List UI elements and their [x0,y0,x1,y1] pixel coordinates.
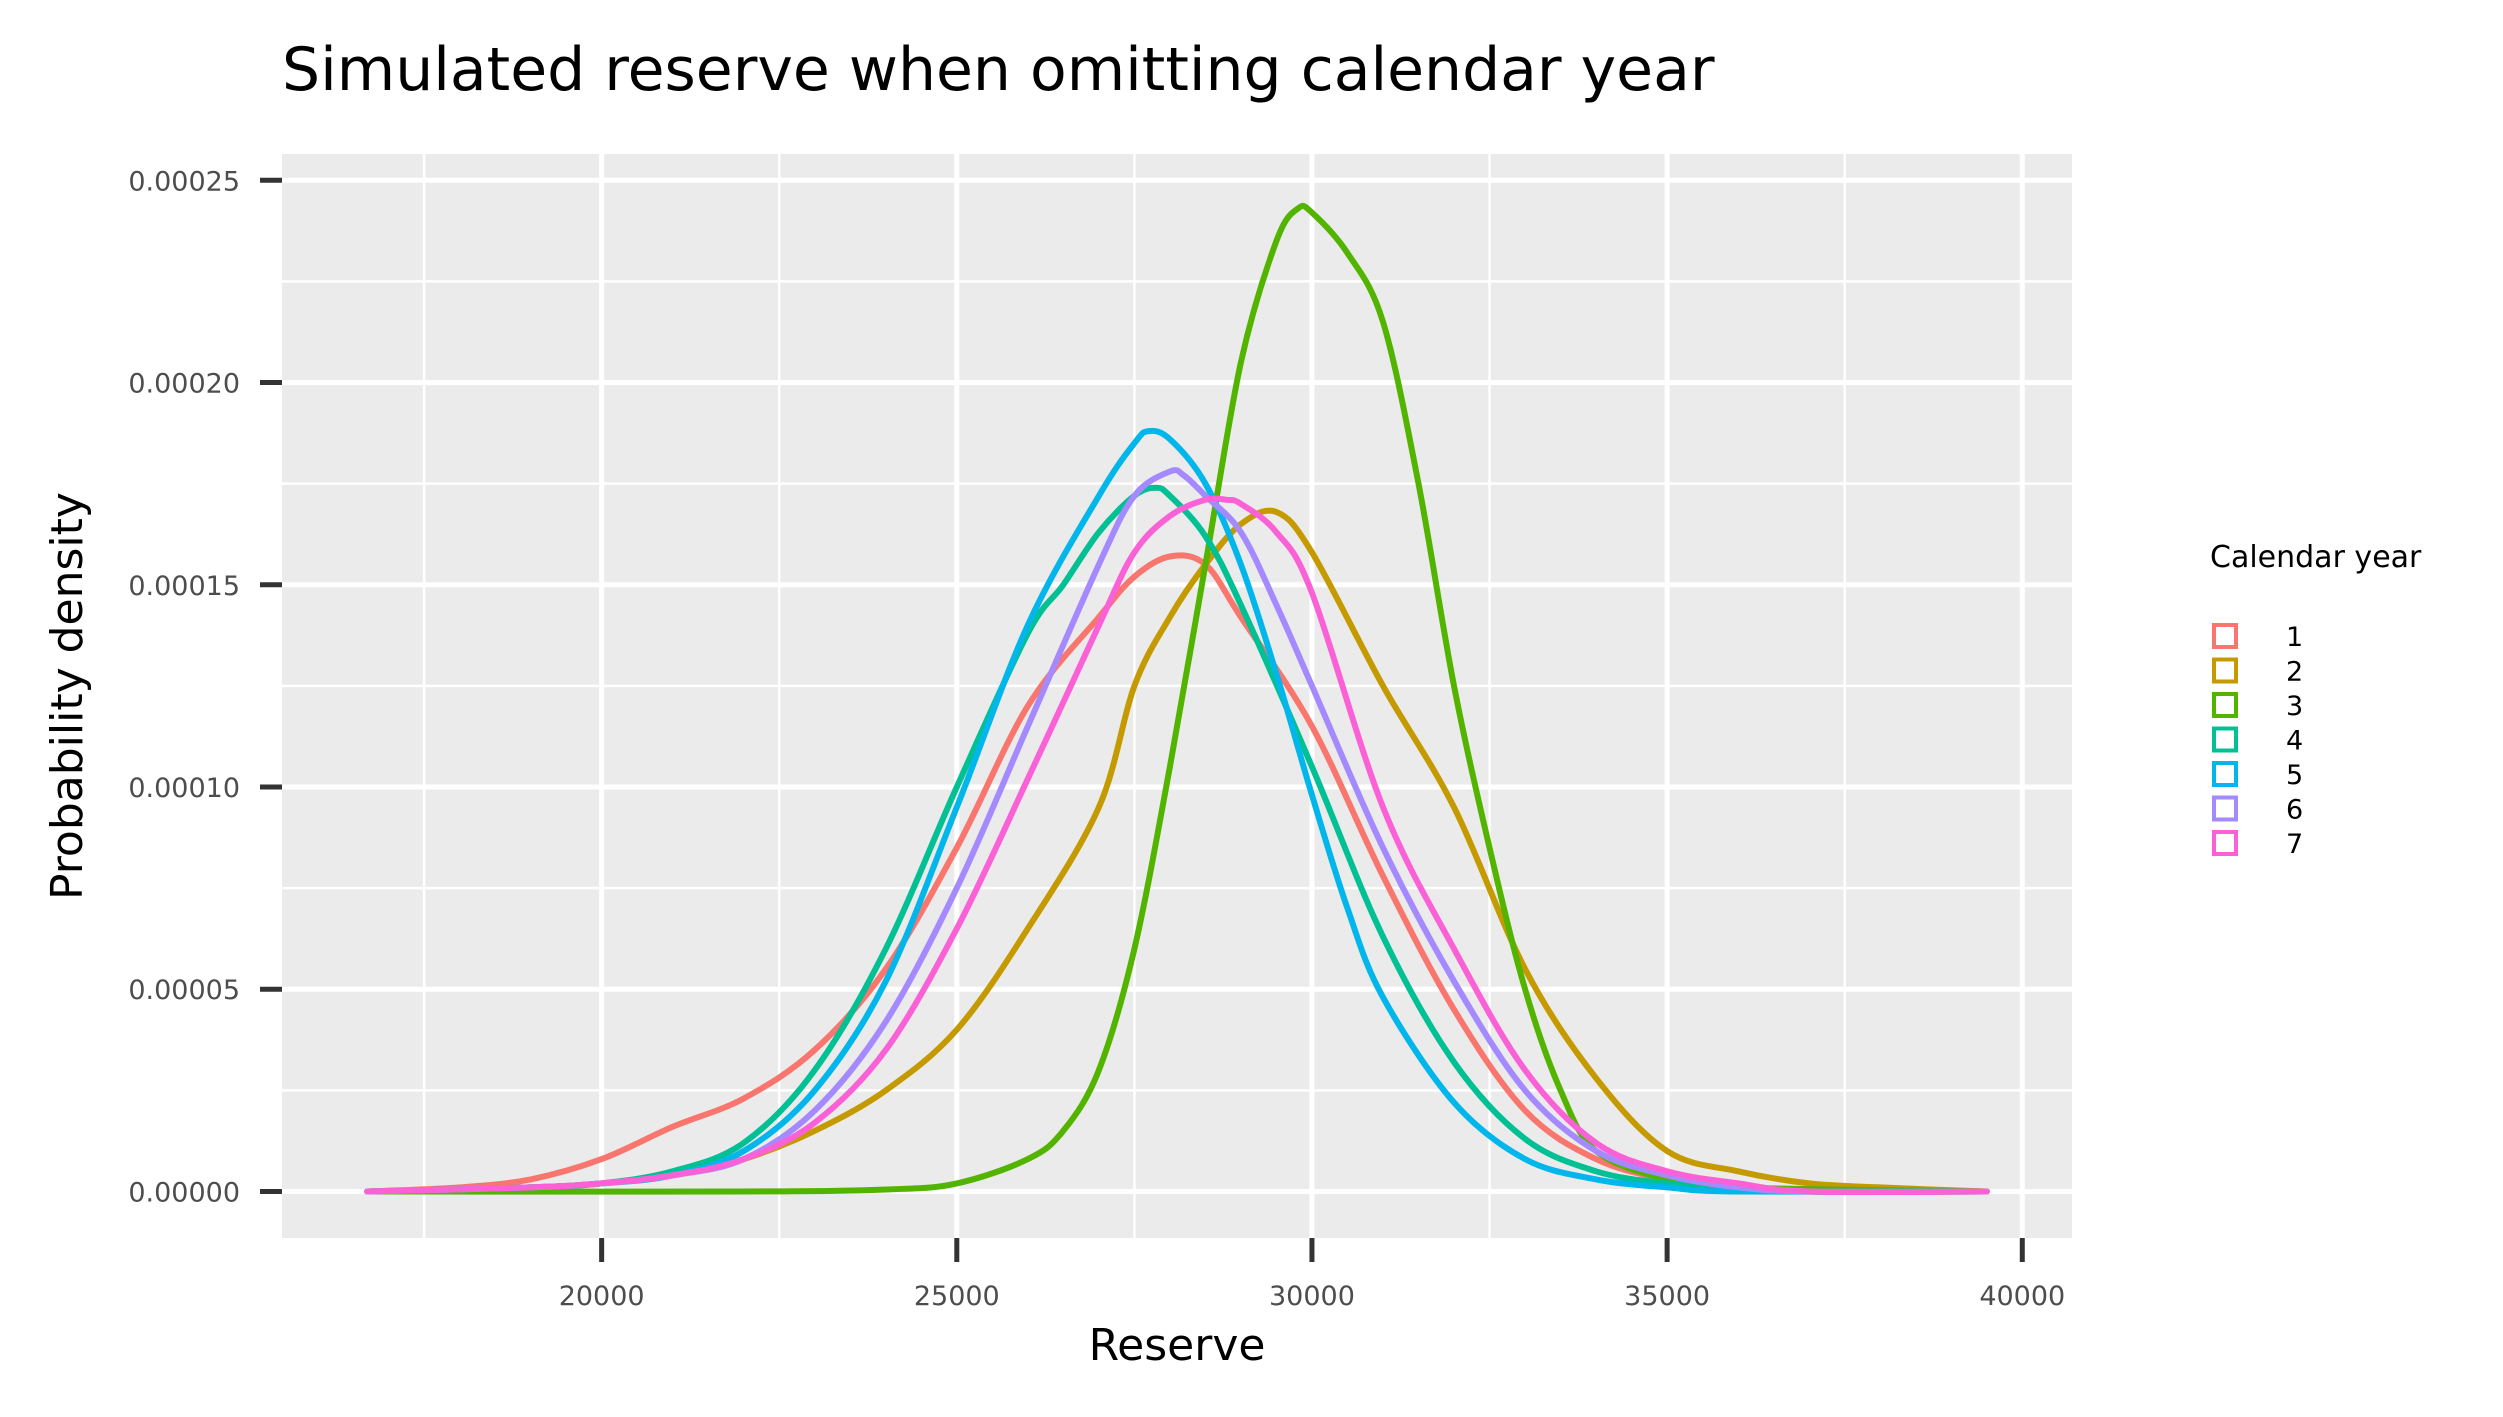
legend-label-year-5: 5 [2286,760,2303,791]
legend-key-year-5 [2212,761,2238,787]
plot-panel [282,154,2072,1238]
legend-key-year-4 [2212,726,2238,753]
legend-key-year-1 [2212,623,2238,649]
major-gridlines [282,154,2072,1238]
x-axis: 20000 25000 30000 35000 40000 [559,1238,2065,1312]
x-tick-label: 35000 [1624,1281,1710,1312]
legend-label-year-1: 1 [2286,622,2303,653]
density-line-year-5 [364,427,1990,1195]
minor-gridlines [282,154,2072,1238]
y-axis: 0.00000 0.00005 0.00010 0.00015 0.00020 0.000… [128,166,282,1208]
chart-title: Simulated reserve when omitting calendar… [282,35,1715,105]
x-tick-label: 30000 [1269,1281,1355,1312]
density-line-year-4 [364,484,1990,1195]
density-line-year-7 [364,495,1990,1196]
legend-key-year-7 [2212,830,2238,856]
legend-label-year-7: 7 [2286,829,2303,860]
y-tick-label: 0.00020 [128,369,240,400]
legend-title: Calendar year [2210,540,2422,575]
y-tick-label: 0.00015 [128,571,240,602]
x-tick-label: 25000 [914,1281,1000,1312]
y-axis-title: Probability density [42,492,93,900]
x-tick-label: 40000 [1979,1281,2065,1312]
x-tick-label: 20000 [559,1281,645,1312]
legend-label-year-4: 4 [2286,726,2303,757]
legend-key-year-3 [2212,692,2238,718]
y-tick-label: 0.00000 [128,1177,240,1208]
density-lines [364,202,1990,1196]
legend-label-year-3: 3 [2286,691,2303,722]
y-tick-label: 0.00010 [128,773,240,804]
legend-label-year-6: 6 [2286,795,2303,826]
x-axis-title: Reserve [1089,1320,1266,1371]
density-line-year-3 [364,202,1990,1195]
legend-key-year-6 [2212,795,2238,822]
y-tick-label: 0.00005 [128,975,240,1006]
legend-label-year-2: 2 [2286,657,2303,688]
y-tick-label: 0.00025 [128,166,240,197]
legend-items: 1 23 45 67 [2212,622,2303,860]
legend: Calendar year 1 23 45 67 [2210,540,2422,860]
legend-key-year-2 [2212,657,2238,684]
